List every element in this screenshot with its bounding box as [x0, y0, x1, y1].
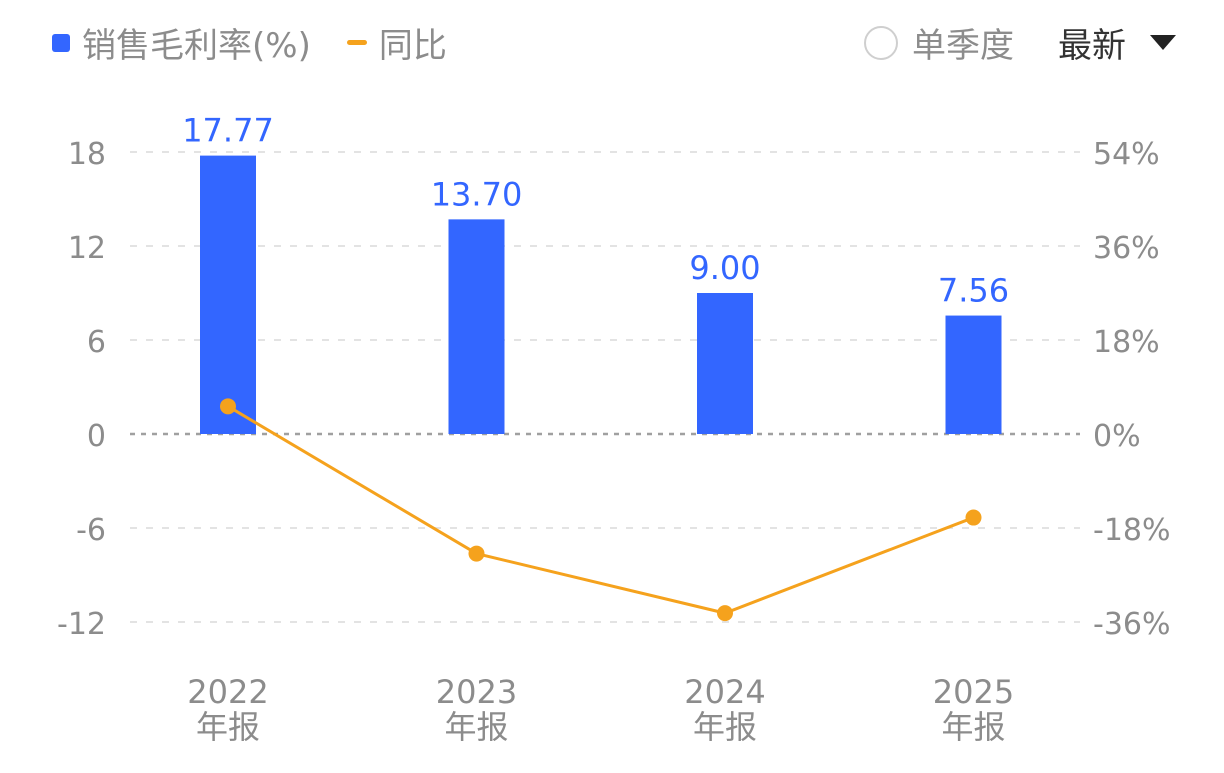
legend-item-bar: 销售毛利率(%) [52, 18, 311, 67]
y-left-tick-label: 18 [68, 137, 106, 172]
bar-value-label: 13.70 [431, 175, 523, 213]
y-right-tick-label: 36% [1093, 231, 1160, 266]
x-tick-label: 年报 [444, 708, 508, 746]
chart-controls: 单季度 最新 [864, 18, 1176, 67]
y-left-tick-label: -12 [57, 607, 106, 642]
legend-bar-label: 销售毛利率(%) [82, 26, 311, 66]
bar [945, 315, 1002, 434]
y-right-tick-label: -36% [1093, 607, 1171, 642]
bar-value-label: 9.00 [689, 249, 760, 287]
single-quarter-radio[interactable] [864, 25, 898, 60]
yoy-line [227, 405, 975, 615]
y-right-tick-label: 54% [1093, 137, 1160, 172]
single-quarter-label[interactable]: 单季度 [912, 26, 1014, 66]
y-left-tick-label: 0 [87, 419, 106, 454]
x-tick-label: 年报 [196, 708, 260, 746]
y-left-tick-label: -6 [76, 513, 106, 548]
legend-item-line: 同比 [346, 18, 447, 67]
x-tick-label: 年报 [941, 708, 1005, 746]
yoy-point [717, 605, 733, 622]
y-right-tick-label: -18% [1093, 513, 1171, 548]
x-tick-label: 2024 [684, 673, 765, 711]
y-left-tick-label: 12 [68, 231, 106, 266]
x-tick-label: 2022 [187, 673, 268, 711]
legend-line-swatch [346, 40, 367, 45]
caret-down-icon[interactable] [1150, 35, 1176, 50]
yoy-point [220, 398, 236, 415]
legend-bar-swatch [52, 33, 70, 52]
y-left-tick-label: 6 [87, 325, 106, 360]
yoy-point [965, 509, 982, 526]
period-dropdown-value[interactable]: 最新 [1058, 26, 1126, 66]
bar-value-label: 7.56 [938, 272, 1009, 310]
x-tick-label: 2023 [436, 673, 517, 711]
bar [697, 293, 753, 434]
chart-header: 销售毛利率(%) 同比 单季度 最新 [0, 0, 1224, 90]
legend: 销售毛利率(%) 同比 [52, 18, 447, 67]
y-right-tick-label: 18% [1093, 325, 1160, 360]
period-dropdown[interactable]: 最新 [1058, 18, 1176, 67]
yoy-point [468, 545, 485, 562]
legend-line-label: 同比 [378, 26, 447, 66]
bar-value-label: 17.77 [182, 112, 274, 150]
y-right-tick-label: 0% [1093, 419, 1141, 454]
x-tick-label: 2025 [933, 673, 1014, 711]
bar [200, 155, 256, 434]
x-tick-label: 年报 [693, 708, 757, 746]
bar [448, 219, 505, 434]
